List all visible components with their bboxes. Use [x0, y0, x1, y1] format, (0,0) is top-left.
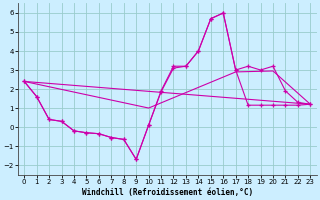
X-axis label: Windchill (Refroidissement éolien,°C): Windchill (Refroidissement éolien,°C)	[82, 188, 253, 197]
